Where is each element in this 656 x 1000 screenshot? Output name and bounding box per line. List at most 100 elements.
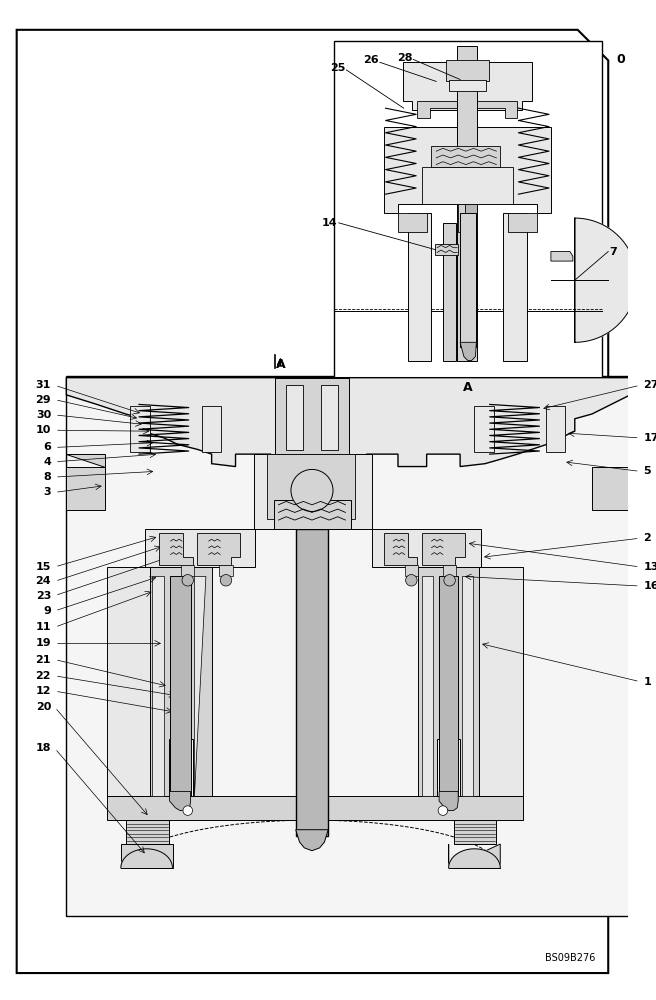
Polygon shape	[384, 127, 551, 213]
Bar	[334, 41, 602, 378]
Polygon shape	[197, 533, 240, 565]
Polygon shape	[465, 204, 478, 232]
Polygon shape	[405, 565, 418, 576]
Text: A: A	[276, 358, 285, 371]
Polygon shape	[170, 791, 191, 811]
Text: 1: 1	[644, 677, 651, 687]
Polygon shape	[296, 830, 328, 851]
Polygon shape	[384, 533, 417, 565]
Polygon shape	[503, 213, 527, 361]
Circle shape	[405, 575, 417, 586]
Text: 8: 8	[43, 472, 51, 482]
Circle shape	[220, 575, 232, 586]
Polygon shape	[418, 567, 480, 801]
Polygon shape	[575, 218, 637, 342]
Polygon shape	[592, 454, 630, 510]
Circle shape	[183, 806, 192, 815]
Polygon shape	[106, 567, 150, 796]
Polygon shape	[16, 30, 608, 973]
Text: 12: 12	[35, 686, 51, 696]
Polygon shape	[126, 820, 169, 844]
Polygon shape	[455, 820, 497, 844]
Polygon shape	[121, 849, 173, 868]
Text: 4: 4	[43, 457, 51, 467]
Polygon shape	[449, 844, 501, 868]
Circle shape	[438, 806, 447, 815]
Polygon shape	[66, 454, 104, 510]
Text: 7: 7	[609, 247, 617, 257]
Text: 23: 23	[35, 591, 51, 601]
Polygon shape	[159, 533, 192, 565]
Bar	[66, 376, 630, 916]
Text: 20: 20	[35, 702, 51, 712]
Polygon shape	[296, 529, 328, 836]
Polygon shape	[417, 101, 518, 118]
Polygon shape	[152, 576, 164, 796]
Polygon shape	[145, 529, 255, 567]
Polygon shape	[219, 565, 233, 576]
Polygon shape	[181, 565, 194, 576]
Polygon shape	[546, 406, 565, 452]
Polygon shape	[106, 796, 523, 820]
Polygon shape	[436, 244, 458, 255]
Polygon shape	[422, 576, 434, 796]
Polygon shape	[286, 385, 303, 450]
Text: 2: 2	[644, 533, 651, 543]
Polygon shape	[403, 62, 532, 110]
Polygon shape	[449, 849, 501, 868]
Polygon shape	[275, 378, 349, 454]
Text: 0: 0	[617, 53, 626, 66]
Polygon shape	[508, 213, 537, 232]
Polygon shape	[443, 223, 457, 361]
Polygon shape	[407, 213, 432, 361]
Polygon shape	[458, 204, 470, 232]
Text: 9: 9	[43, 606, 51, 616]
Polygon shape	[422, 167, 513, 204]
Text: 13: 13	[644, 562, 656, 572]
Text: BS09B276: BS09B276	[545, 953, 596, 963]
Polygon shape	[267, 454, 355, 519]
Circle shape	[444, 575, 455, 586]
Polygon shape	[474, 406, 493, 452]
Text: 18: 18	[35, 743, 51, 753]
Polygon shape	[274, 500, 351, 529]
Polygon shape	[66, 454, 104, 467]
Polygon shape	[131, 406, 150, 452]
Polygon shape	[551, 252, 573, 261]
Text: 11: 11	[35, 622, 51, 632]
Text: 3: 3	[43, 487, 51, 497]
Polygon shape	[321, 385, 338, 450]
Text: 6: 6	[43, 442, 51, 452]
Polygon shape	[449, 80, 486, 91]
Polygon shape	[170, 576, 191, 796]
Text: 31: 31	[35, 380, 51, 390]
Text: 27: 27	[644, 380, 656, 390]
Polygon shape	[66, 378, 630, 467]
Polygon shape	[462, 576, 474, 796]
Polygon shape	[439, 791, 458, 811]
Text: 5: 5	[644, 466, 651, 476]
Text: 26: 26	[363, 55, 379, 65]
Text: 17: 17	[644, 433, 656, 443]
Polygon shape	[480, 567, 523, 796]
Polygon shape	[439, 576, 458, 796]
Text: A: A	[463, 381, 472, 394]
Text: 22: 22	[35, 671, 51, 681]
Text: 30: 30	[36, 410, 51, 420]
Text: 29: 29	[35, 395, 51, 405]
Polygon shape	[443, 565, 457, 576]
Text: 14: 14	[322, 218, 338, 228]
Text: 21: 21	[35, 655, 51, 665]
Polygon shape	[372, 529, 481, 567]
Polygon shape	[254, 454, 372, 529]
Text: 15: 15	[35, 562, 51, 572]
Text: 24: 24	[35, 576, 51, 586]
Polygon shape	[121, 844, 173, 868]
Circle shape	[291, 469, 333, 511]
Polygon shape	[457, 46, 478, 361]
Text: 10: 10	[35, 425, 51, 435]
Text: 16: 16	[644, 581, 656, 591]
Polygon shape	[194, 576, 206, 796]
Polygon shape	[446, 60, 489, 81]
Polygon shape	[202, 406, 221, 452]
